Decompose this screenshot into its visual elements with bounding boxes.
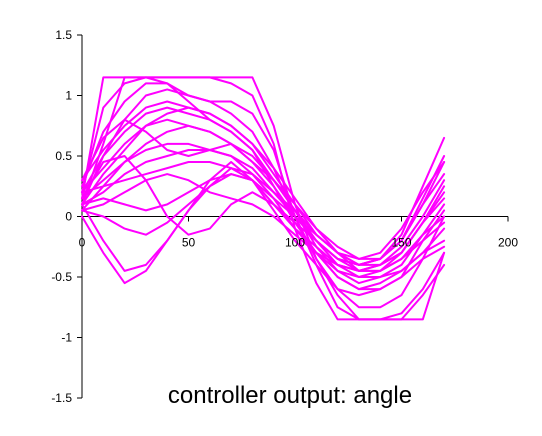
y-tick-label: 0.5	[55, 149, 72, 163]
tick-labels: -1.5 -1 -0.5 0 0.5 1 1.5 0 50 100 150 200	[51, 28, 518, 405]
y-tick-label: 0	[65, 210, 72, 224]
x-tick-label: 50	[182, 236, 196, 250]
series-line-10	[81, 142, 446, 260]
series-line-20	[81, 106, 446, 285]
series-line-4	[81, 88, 446, 309]
y-tick-label: 1.5	[55, 28, 72, 42]
x-tick-label: 150	[391, 236, 411, 250]
series-line-19	[81, 173, 446, 272]
series-line-11	[81, 149, 446, 266]
series-line-18	[81, 118, 446, 278]
y-tick-label: -1.5	[51, 391, 72, 405]
x-tick-label: 100	[285, 236, 305, 250]
series-layer	[81, 76, 446, 321]
chart-title: controller output: angle	[168, 382, 412, 409]
series-line-3	[81, 76, 446, 321]
series-line-15	[81, 167, 446, 291]
y-tick-label: -1	[61, 331, 72, 345]
y-tick-label: -0.5	[51, 270, 72, 284]
x-tick-label: 200	[498, 236, 518, 250]
y-tick-label: 1	[65, 89, 72, 103]
x-tick-label: 0	[79, 236, 86, 250]
series-line-16	[81, 161, 446, 297]
